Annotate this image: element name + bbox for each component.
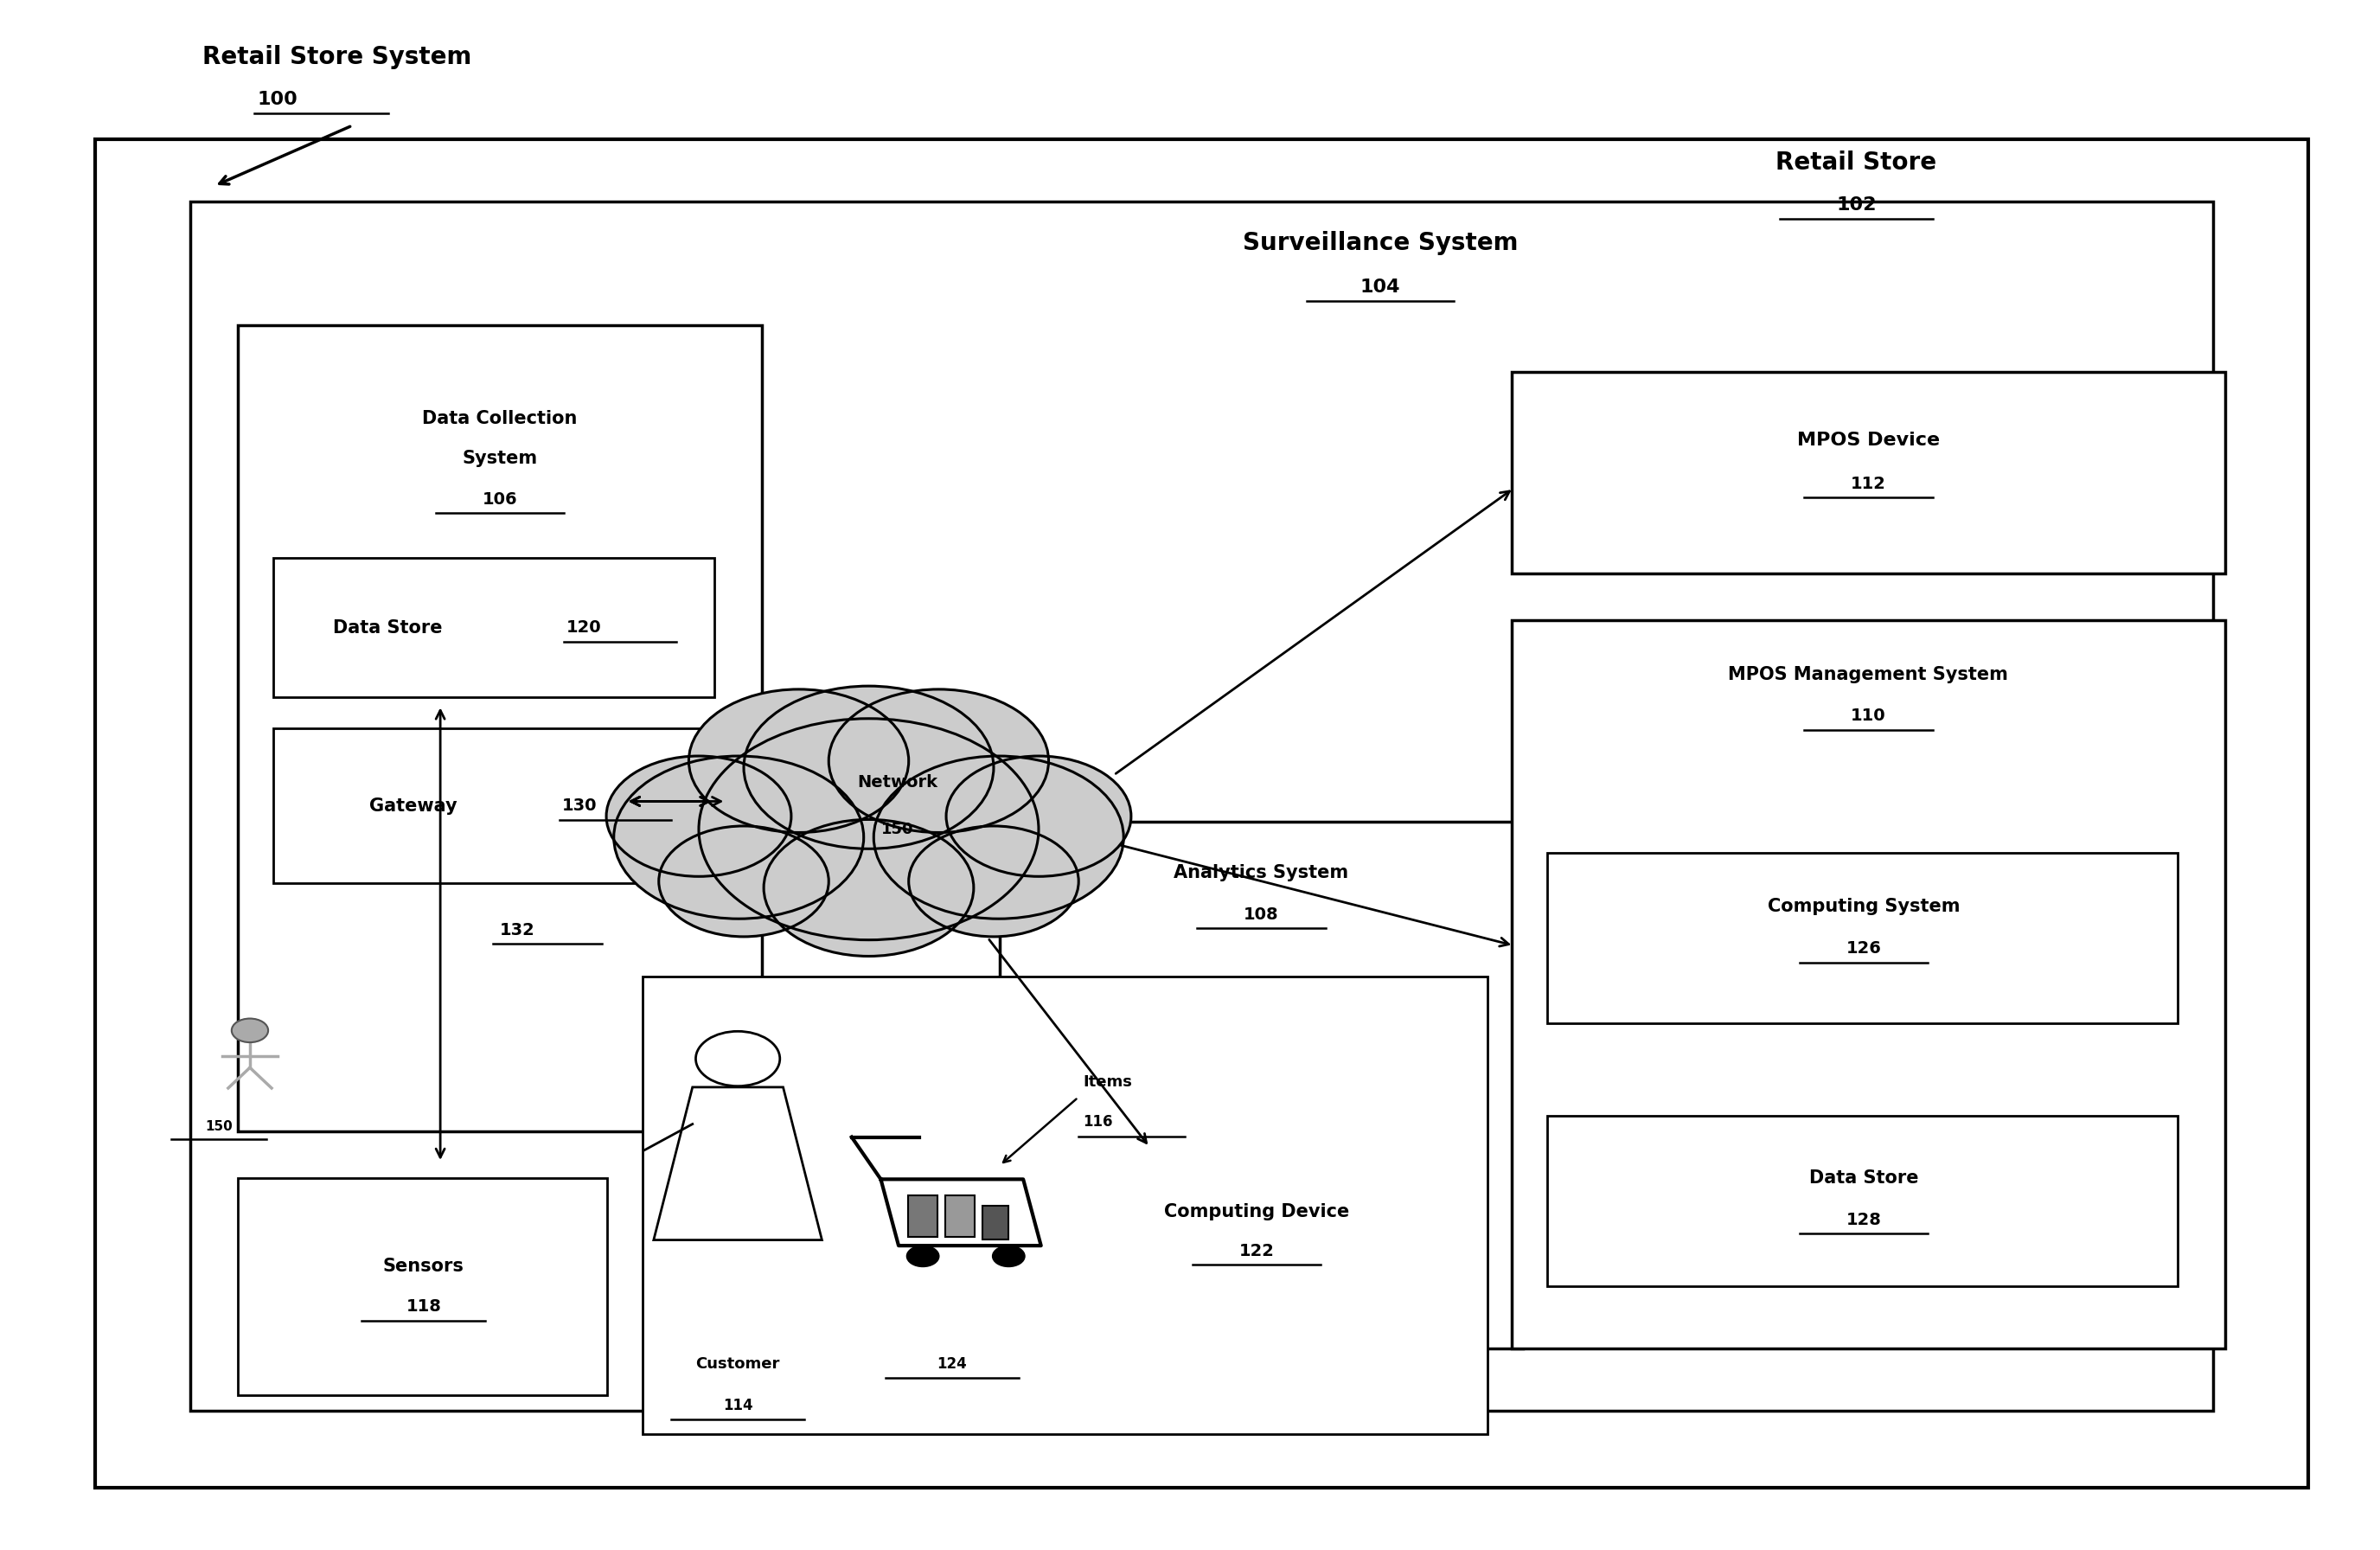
Text: Data Collection: Data Collection: [421, 409, 578, 428]
Text: 122: 122: [1240, 1243, 1273, 1259]
Polygon shape: [881, 1180, 1040, 1246]
Text: Computing System: Computing System: [1768, 897, 1959, 916]
FancyBboxPatch shape: [274, 728, 714, 883]
Text: MPOS Device: MPOS Device: [1797, 431, 1940, 449]
Text: 108: 108: [1245, 907, 1278, 922]
Circle shape: [828, 690, 1050, 832]
Text: 118: 118: [407, 1299, 440, 1314]
Circle shape: [743, 687, 995, 849]
Text: 126: 126: [1847, 941, 1880, 956]
Circle shape: [688, 690, 909, 832]
Circle shape: [873, 756, 1123, 919]
Text: Data Store: Data Store: [1809, 1169, 1918, 1187]
Circle shape: [231, 1018, 269, 1042]
Text: Retail Store: Retail Store: [1775, 150, 1937, 175]
Circle shape: [909, 826, 1078, 936]
Text: 130: 130: [562, 798, 597, 814]
Circle shape: [764, 820, 973, 956]
Circle shape: [992, 1246, 1026, 1266]
Text: Data Store: Data Store: [333, 618, 443, 637]
Text: Analytics System: Analytics System: [1173, 863, 1349, 882]
Text: 124: 124: [938, 1356, 966, 1372]
FancyBboxPatch shape: [190, 202, 2213, 1410]
Text: Customer: Customer: [695, 1356, 781, 1372]
FancyBboxPatch shape: [1547, 1116, 2178, 1286]
FancyBboxPatch shape: [1000, 822, 1523, 1348]
Circle shape: [607, 756, 790, 876]
FancyBboxPatch shape: [909, 1195, 938, 1237]
FancyBboxPatch shape: [643, 976, 1488, 1434]
FancyBboxPatch shape: [945, 1195, 976, 1237]
Text: Retail Store System: Retail Store System: [202, 45, 471, 70]
Text: 132: 132: [500, 922, 536, 938]
FancyBboxPatch shape: [1547, 853, 2178, 1023]
FancyBboxPatch shape: [1511, 372, 2225, 573]
Text: 150: 150: [205, 1121, 233, 1133]
Text: Items: Items: [1083, 1074, 1133, 1090]
FancyBboxPatch shape: [238, 326, 762, 1132]
Text: 110: 110: [1852, 708, 1885, 724]
Circle shape: [947, 756, 1130, 876]
FancyBboxPatch shape: [983, 1206, 1009, 1240]
Text: Surveillance System: Surveillance System: [1242, 231, 1518, 256]
Circle shape: [700, 719, 1038, 939]
Polygon shape: [654, 1087, 821, 1240]
Circle shape: [659, 826, 828, 936]
Text: 104: 104: [1361, 277, 1399, 296]
FancyBboxPatch shape: [238, 1178, 607, 1395]
Text: MPOS Management System: MPOS Management System: [1728, 665, 2009, 684]
Text: 128: 128: [1847, 1212, 1880, 1228]
Circle shape: [695, 1031, 781, 1087]
Text: Gateway: Gateway: [369, 797, 457, 815]
Text: 106: 106: [483, 491, 516, 507]
Circle shape: [614, 756, 864, 919]
Text: 102: 102: [1837, 195, 1875, 214]
FancyBboxPatch shape: [1047, 1162, 1464, 1318]
FancyBboxPatch shape: [1511, 620, 2225, 1348]
Text: System: System: [462, 449, 538, 468]
FancyBboxPatch shape: [274, 558, 714, 698]
Text: 150: 150: [881, 822, 914, 837]
Circle shape: [907, 1246, 940, 1266]
Text: 114: 114: [724, 1398, 752, 1414]
Text: Computing Device: Computing Device: [1164, 1203, 1349, 1221]
Text: 120: 120: [566, 620, 602, 636]
Text: 100: 100: [257, 90, 298, 108]
Text: 116: 116: [1083, 1114, 1114, 1130]
Text: 112: 112: [1852, 476, 1885, 491]
FancyBboxPatch shape: [95, 140, 2309, 1488]
Text: Sensors: Sensors: [383, 1257, 464, 1276]
Text: Network: Network: [857, 775, 938, 790]
